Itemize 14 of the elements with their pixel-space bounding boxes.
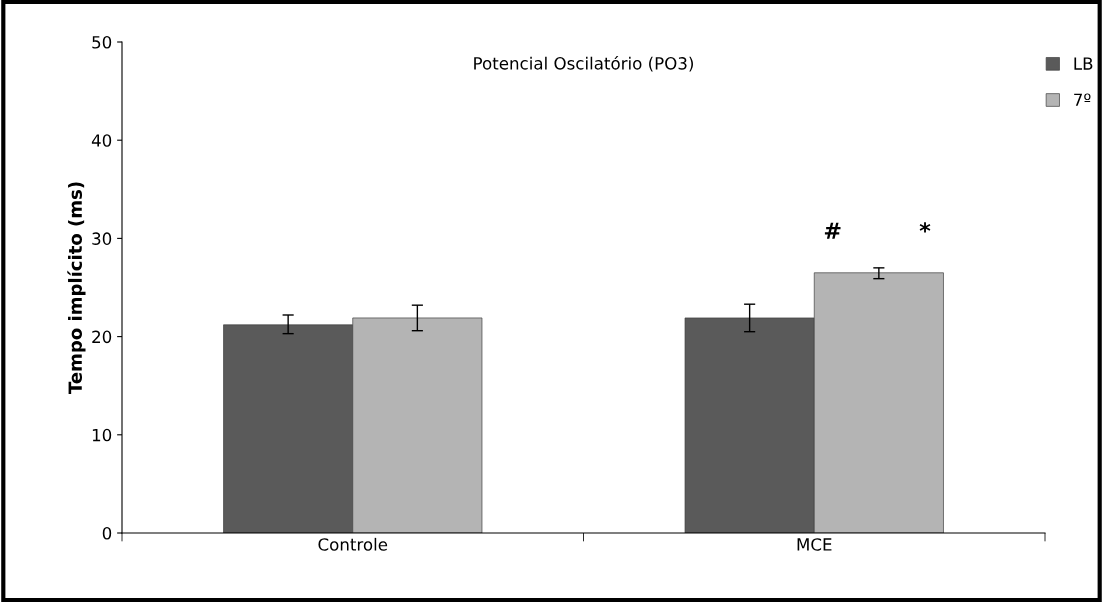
y-axis-title: Tempo implícito (ms) [67, 182, 86, 395]
y-tick-label: 40 [91, 134, 112, 147]
annotation: * [919, 222, 931, 233]
legend-label: LB [1074, 57, 1093, 70]
annotation: # [824, 222, 841, 239]
text: Potencial Oscilatório (PO3) [474, 56, 693, 72]
legend-label: 7º [1074, 93, 1091, 106]
x-tick-label: Controle [318, 537, 388, 551]
y-tick-label: 0 [102, 526, 112, 540]
y-tick-label: 20 [92, 330, 112, 344]
y-tick-label: 10 [92, 428, 112, 442]
y-tick-label: 30 [92, 232, 112, 245]
x-tick-label: MCE [797, 538, 832, 551]
y-tick-label: 50 [92, 35, 112, 49]
